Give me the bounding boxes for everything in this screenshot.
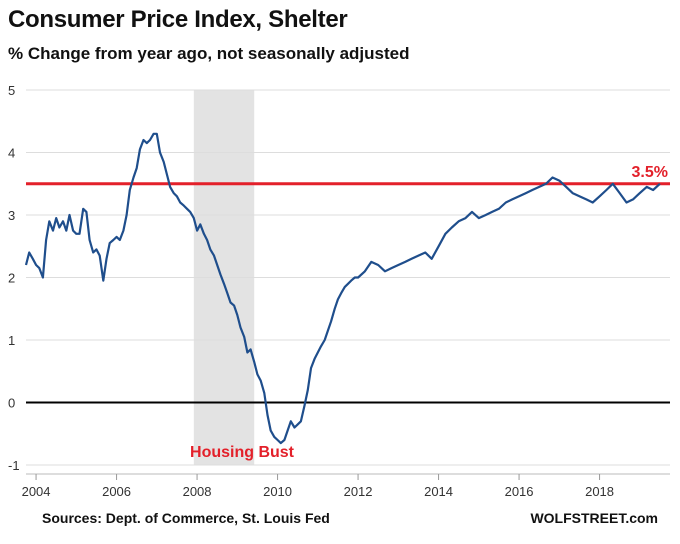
y-tick-label-6: 5: [8, 83, 15, 98]
x-tick-label-4: 2012: [344, 484, 373, 499]
axis-layer: -1 0 1 2 3 4 5 2004 2006 2008 2010 2012 2014 2016 2018: [8, 83, 670, 499]
y-tick-label-5: 4: [8, 146, 15, 161]
x-tick-label-6: 2016: [505, 484, 534, 499]
x-tick-label-7: 2018: [585, 484, 614, 499]
brand-label: WOLFSTREET.com: [530, 510, 658, 526]
y-tick-label-1: 0: [8, 396, 15, 411]
y-tick-label-4: 3: [8, 208, 15, 223]
x-tick-label-3: 2010: [263, 484, 292, 499]
annotation-layer: 3.5% Housing Bust: [190, 164, 668, 461]
x-tick-label-1: 2006: [102, 484, 131, 499]
y-tick-label-0: -1: [8, 458, 20, 473]
reference-layer: [26, 182, 670, 404]
y-tick-label-3: 2: [8, 271, 15, 286]
series-layer: [24, 132, 661, 445]
shaded-period-label: Housing Bust: [190, 444, 295, 461]
series-line-0: [24, 132, 661, 445]
sources-note: Sources: Dept. of Commerce, St. Louis Fe…: [42, 510, 330, 526]
chart-subtitle: % Change from year ago, not seasonally a…: [8, 44, 410, 63]
x-tick-label-0: 2004: [22, 484, 51, 499]
reference-line-label: 3.5%: [632, 164, 668, 181]
x-tick-label-2: 2008: [183, 484, 212, 499]
chart-title: Consumer Price Index, Shelter: [8, 6, 348, 33]
x-tick-label-5: 2014: [424, 484, 453, 499]
grid-layer: [26, 89, 670, 466]
y-tick-label-2: 1: [8, 333, 15, 348]
